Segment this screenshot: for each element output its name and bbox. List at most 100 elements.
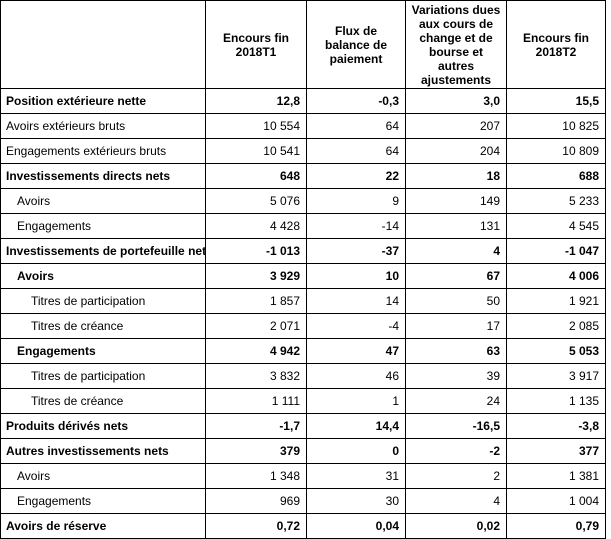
table-row: Engagements 4 942 47 63 5 053	[0, 338, 606, 364]
table-row: Avoirs de réserve 0,72 0,04 0,02 0,79	[0, 513, 606, 539]
cell-variations: 0,02	[405, 513, 507, 539]
table-row: Produits dérivés nets -1,7 14,4 -16,5 -3,8	[0, 413, 606, 439]
cell-variations: 67	[405, 263, 507, 289]
cell-flux-balance: 0	[306, 438, 406, 464]
cell-variations: 4	[405, 238, 507, 264]
cell-encours-2018t1: 4 942	[205, 338, 307, 364]
header-encours-2018t1: Encours fin 2018T1	[205, 0, 307, 89]
table-row: Titres de créance 1 111 1 24 1 135	[0, 388, 606, 414]
cell-variations: 131	[405, 213, 507, 239]
cell-variations: 63	[405, 338, 507, 364]
cell-flux-balance: 47	[306, 338, 406, 364]
table-row: Engagements 969 30 4 1 004	[0, 488, 606, 514]
cell-variations: 149	[405, 188, 507, 214]
cell-encours-2018t2: 10 825	[506, 113, 606, 139]
cell-flux-balance: 22	[306, 163, 406, 189]
table-row: Position extérieure nette 12,8 -0,3 3,0 15,5	[0, 88, 606, 114]
cell-encours-2018t1: 3 832	[205, 363, 307, 389]
table-row: Titres de créance 2 071 -4 17 2 085	[0, 313, 606, 339]
cell-variations: 18	[405, 163, 507, 189]
table-row: Engagements 4 428 -14 131 4 545	[0, 213, 606, 239]
cell-encours-2018t2: 1 921	[506, 288, 606, 314]
header-variations: Variations dues aux cours de change et d…	[405, 0, 507, 89]
cell-encours-2018t1: 648	[205, 163, 307, 189]
cell-variations: 4	[405, 488, 507, 514]
table-body: Position extérieure nette 12,8 -0,3 3,0 15,5…	[0, 88, 606, 539]
row-label: Avoirs	[0, 463, 206, 489]
cell-encours-2018t1: -1,7	[205, 413, 307, 439]
cell-encours-2018t2: 4 006	[506, 263, 606, 289]
row-label: Autres investissements nets	[0, 438, 206, 464]
cell-variations: 207	[405, 113, 507, 139]
cell-encours-2018t1: 10 554	[205, 113, 307, 139]
row-label: Avoirs extérieurs bruts	[0, 113, 206, 139]
cell-encours-2018t1: 1 857	[205, 288, 307, 314]
cell-variations: 3,0	[405, 88, 507, 114]
row-label: Position extérieure nette	[0, 88, 206, 114]
cell-variations: -16,5	[405, 413, 507, 439]
table-row: Investissements directs nets 648 22 18 688	[0, 163, 606, 189]
cell-flux-balance: 46	[306, 363, 406, 389]
row-label: Engagements	[0, 338, 206, 364]
cell-flux-balance: 9	[306, 188, 406, 214]
cell-encours-2018t2: 3 917	[506, 363, 606, 389]
cell-encours-2018t2: 10 809	[506, 138, 606, 164]
cell-variations: 17	[405, 313, 507, 339]
cell-encours-2018t2: 5 053	[506, 338, 606, 364]
cell-flux-balance: 1	[306, 388, 406, 414]
row-label: Engagements extérieurs bruts	[0, 138, 206, 164]
cell-encours-2018t1: 5 076	[205, 188, 307, 214]
header-row: Encours fin 2018T1 Flux de balance de pa…	[0, 0, 606, 89]
cell-flux-balance: -14	[306, 213, 406, 239]
cell-flux-balance: 64	[306, 138, 406, 164]
row-label: Investissements de portefeuille nets	[0, 238, 206, 264]
cell-variations: -2	[405, 438, 507, 464]
table-row: Avoirs extérieurs bruts 10 554 64 207 10 825	[0, 113, 606, 139]
cell-encours-2018t2: -1 047	[506, 238, 606, 264]
cell-flux-balance: -37	[306, 238, 406, 264]
row-label: Avoirs de réserve	[0, 513, 206, 539]
cell-flux-balance: 14	[306, 288, 406, 314]
cell-variations: 39	[405, 363, 507, 389]
cell-encours-2018t1: 4 428	[205, 213, 307, 239]
cell-encours-2018t2: 1 135	[506, 388, 606, 414]
table-row: Autres investissements nets 379 0 -2 377	[0, 438, 606, 464]
cell-encours-2018t2: 4 545	[506, 213, 606, 239]
cell-encours-2018t1: 1 111	[205, 388, 307, 414]
row-label: Produits dérivés nets	[0, 413, 206, 439]
cell-flux-balance: 10	[306, 263, 406, 289]
cell-encours-2018t2: -3,8	[506, 413, 606, 439]
row-label: Titres de créance	[0, 313, 206, 339]
cell-encours-2018t1: 12,8	[205, 88, 307, 114]
table-row: Avoirs 5 076 9 149 5 233	[0, 188, 606, 214]
cell-variations: 2	[405, 463, 507, 489]
cell-encours-2018t1: 1 348	[205, 463, 307, 489]
row-label: Engagements	[0, 488, 206, 514]
cell-encours-2018t1: 10 541	[205, 138, 307, 164]
row-label: Titres de participation	[0, 288, 206, 314]
table-row: Titres de participation 3 832 46 39 3 917	[0, 363, 606, 389]
row-label: Avoirs	[0, 263, 206, 289]
header-label-corner	[0, 0, 206, 89]
cell-encours-2018t1: -1 013	[205, 238, 307, 264]
cell-encours-2018t2: 2 085	[506, 313, 606, 339]
cell-encours-2018t2: 0,79	[506, 513, 606, 539]
cell-variations: 204	[405, 138, 507, 164]
cell-flux-balance: -0,3	[306, 88, 406, 114]
cell-encours-2018t1: 969	[205, 488, 307, 514]
cell-encours-2018t1: 3 929	[205, 263, 307, 289]
cell-variations: 50	[405, 288, 507, 314]
cell-encours-2018t2: 1 004	[506, 488, 606, 514]
table-row: Engagements extérieurs bruts 10 541 64 204 1…	[0, 138, 606, 164]
cell-encours-2018t2: 1 381	[506, 463, 606, 489]
row-label: Avoirs	[0, 188, 206, 214]
table-row: Avoirs 3 929 10 67 4 006	[0, 263, 606, 289]
row-label: Titres de créance	[0, 388, 206, 414]
header-encours-2018t2: Encours fin 2018T2	[506, 0, 606, 89]
cell-flux-balance: 31	[306, 463, 406, 489]
table-row: Titres de participation 1 857 14 50 1 921	[0, 288, 606, 314]
row-label: Engagements	[0, 213, 206, 239]
cell-encours-2018t1: 2 071	[205, 313, 307, 339]
cell-flux-balance: 0,04	[306, 513, 406, 539]
